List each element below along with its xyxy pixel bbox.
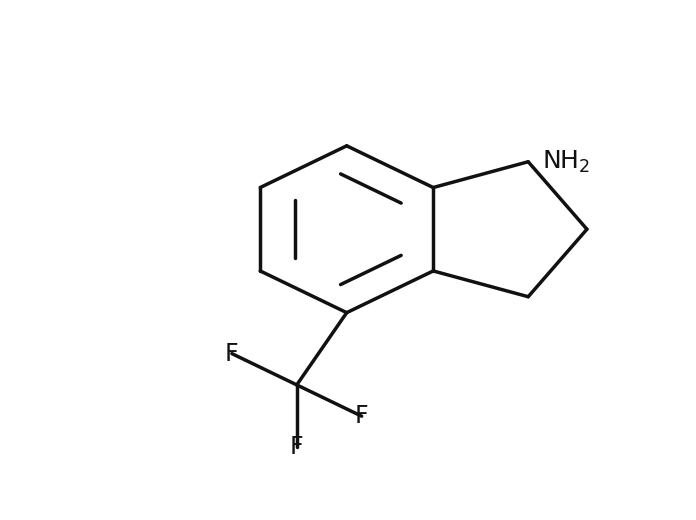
Text: F: F [355,404,368,428]
Text: NH$_2$: NH$_2$ [541,149,590,175]
Text: F: F [225,342,239,366]
Text: F: F [290,435,303,460]
